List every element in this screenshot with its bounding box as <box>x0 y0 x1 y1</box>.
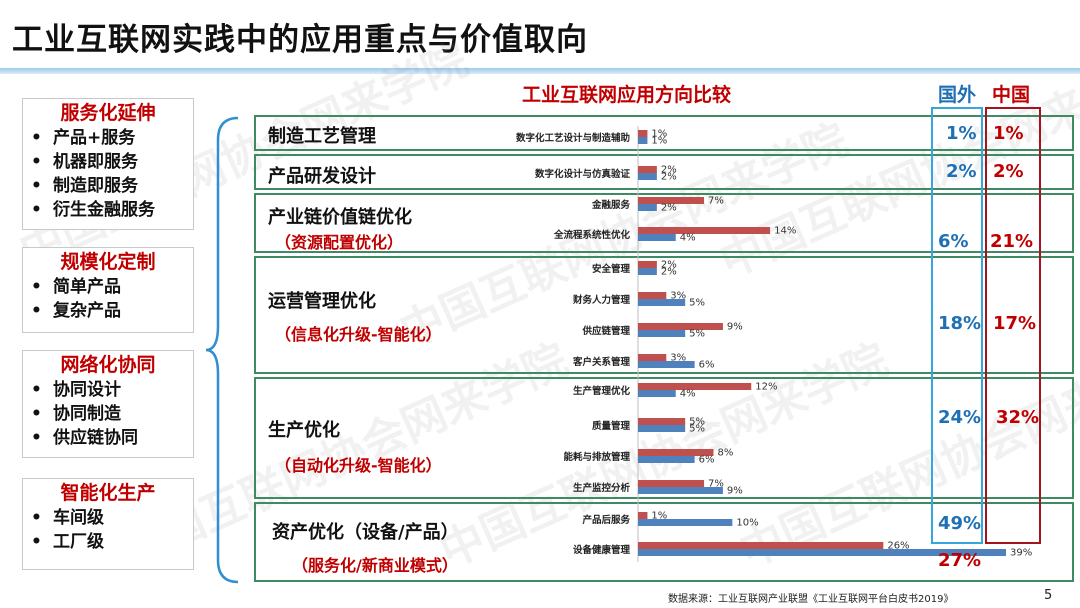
china-percent: 32% <box>996 407 1040 428</box>
section-box <box>254 193 1074 253</box>
section-subtitle: （资源配置优化） <box>275 233 404 252</box>
section-box <box>254 502 1074 582</box>
category-item: 制造即服务 <box>31 174 193 198</box>
foreign-percent: 1% <box>946 123 977 144</box>
data-source: 数据来源：工业互联网产业联盟《工业互联网平台白皮书2019》 <box>668 594 954 605</box>
china-percent: 21% <box>990 231 1034 252</box>
chart-heading: 工业互联网应用方向比较 <box>522 84 732 106</box>
section-subtitle: （服务化/新商业模式） <box>292 556 458 575</box>
section-title: 产品研发设计 <box>268 166 376 187</box>
category-item: 衍生金融服务 <box>31 198 193 222</box>
category-box-intelligent-production: 智能化生产 车间级 工厂级 <box>22 478 194 570</box>
category-title: 智能化生产 <box>60 482 156 504</box>
curly-brace-icon <box>205 116 239 584</box>
category-box-customization: 规模化定制 简单产品 复杂产品 <box>22 247 194 333</box>
foreign-percent: 18% <box>938 313 982 334</box>
foreign-percent: 24% <box>938 407 982 428</box>
section-box <box>254 154 1074 190</box>
category-item: 产品+服务 <box>31 126 193 150</box>
section-subtitle: （信息化升级-智能化） <box>275 325 442 344</box>
section-title: 产业链价值链优化 <box>268 207 412 228</box>
column-header-foreign: 国外 <box>938 84 977 106</box>
category-title: 服务化延伸 <box>60 102 156 124</box>
china-column-highlight <box>985 107 1041 544</box>
foreign-column-highlight <box>931 107 983 544</box>
category-item: 协同制造 <box>31 402 193 426</box>
column-header-china: 中国 <box>992 84 1031 106</box>
china-percent: 17% <box>993 313 1037 334</box>
category-title: 网络化协同 <box>60 354 156 376</box>
category-item: 车间级 <box>31 506 193 530</box>
title-divider <box>0 68 1080 74</box>
foreign-percent: 49% <box>938 513 982 534</box>
china-percent: 27% <box>938 550 982 571</box>
section-box <box>254 115 1074 151</box>
category-box-servitization: 服务化延伸 产品+服务 机器即服务 制造即服务 衍生金融服务 <box>22 98 194 230</box>
section-title: 制造工艺管理 <box>268 126 376 147</box>
category-item: 机器即服务 <box>31 150 193 174</box>
page-title: 工业互联网实践中的应用重点与价值取向 <box>12 22 588 58</box>
category-item: 工厂级 <box>31 530 193 554</box>
china-percent: 1% <box>993 123 1024 144</box>
section-box <box>254 377 1074 499</box>
category-box-collaboration: 网络化协同 协同设计 协同制造 供应链协同 <box>22 350 194 458</box>
section-title: 生产优化 <box>268 420 340 441</box>
category-item: 协同设计 <box>31 378 193 402</box>
section-box <box>254 256 1074 374</box>
category-title: 规模化定制 <box>60 251 156 273</box>
page-number: 5 <box>1044 588 1053 603</box>
foreign-percent: 6% <box>938 231 969 252</box>
section-title: 运营管理优化 <box>268 291 376 312</box>
foreign-percent: 2% <box>946 161 977 182</box>
section-title: 资产优化（设备/产品） <box>272 522 459 543</box>
category-item: 供应链协同 <box>31 426 193 450</box>
category-item: 简单产品 <box>31 275 193 299</box>
section-subtitle: （自动化升级-智能化） <box>275 456 442 475</box>
category-item: 复杂产品 <box>31 299 193 323</box>
china-percent: 2% <box>993 161 1024 182</box>
